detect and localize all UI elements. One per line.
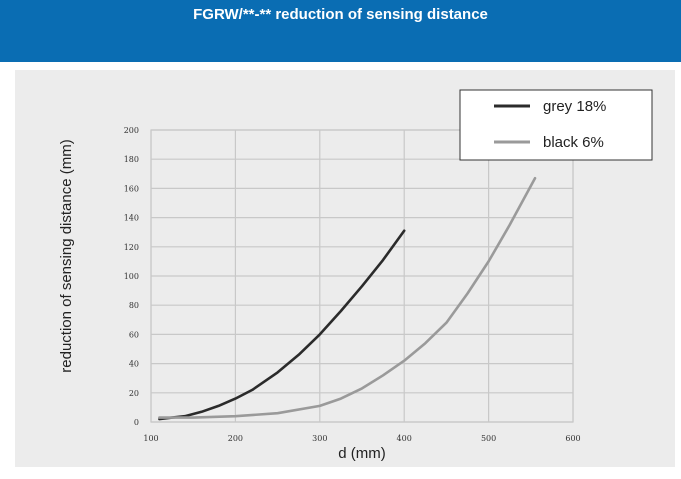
- legend: grey 18% black 6%: [459, 89, 653, 161]
- chart-panel: 0 20 40 60 80 100 120 140 160 180 200 100 200 300 400…: [15, 70, 675, 467]
- y-tick-label: 100: [124, 272, 139, 281]
- x-tick-label: 500: [481, 434, 496, 443]
- x-tick-label: 300: [312, 434, 327, 443]
- header-bar: FGRW/**-** reduction of sensing distance: [0, 0, 681, 62]
- y-tick-label: 180: [124, 155, 139, 164]
- legend-label-black: black 6%: [543, 134, 604, 151]
- y-tick-label: 80: [129, 301, 139, 310]
- series-line-1: [158, 176, 537, 419]
- y-tick-label: 160: [124, 184, 139, 193]
- x-axis-label: d (mm): [338, 445, 386, 462]
- y-axis-label: reduction of sensing distance (mm): [58, 139, 75, 372]
- page-title: FGRW/**-** reduction of sensing distance: [193, 6, 488, 23]
- x-tick-label: 200: [228, 434, 243, 443]
- x-tick-label: 100: [143, 434, 158, 443]
- legend-label-grey: grey 18%: [543, 98, 606, 115]
- series-lines: [158, 176, 537, 421]
- y-tick-label: 0: [134, 418, 139, 427]
- y-tick-label: 60: [129, 330, 139, 339]
- y-tick-labels: 0 20 40 60 80 100 120 140 160 180 200: [124, 126, 139, 427]
- y-tick-label: 40: [129, 360, 139, 369]
- grid: [150, 129, 574, 423]
- legend-box: [459, 89, 653, 161]
- y-tick-label: 20: [129, 389, 139, 398]
- x-tick-label: 600: [565, 434, 580, 443]
- x-tick-labels: 100 200 300 400 500 600: [143, 434, 580, 443]
- series-line-0: [158, 229, 406, 421]
- y-tick-label: 200: [124, 126, 139, 135]
- plot-frame: [150, 129, 574, 423]
- chart: 0 20 40 60 80 100 120 140 160 180 200 100 200 300 400…: [58, 89, 653, 462]
- x-tick-label: 400: [397, 434, 412, 443]
- y-tick-label: 140: [124, 214, 139, 223]
- y-tick-label: 120: [124, 243, 139, 252]
